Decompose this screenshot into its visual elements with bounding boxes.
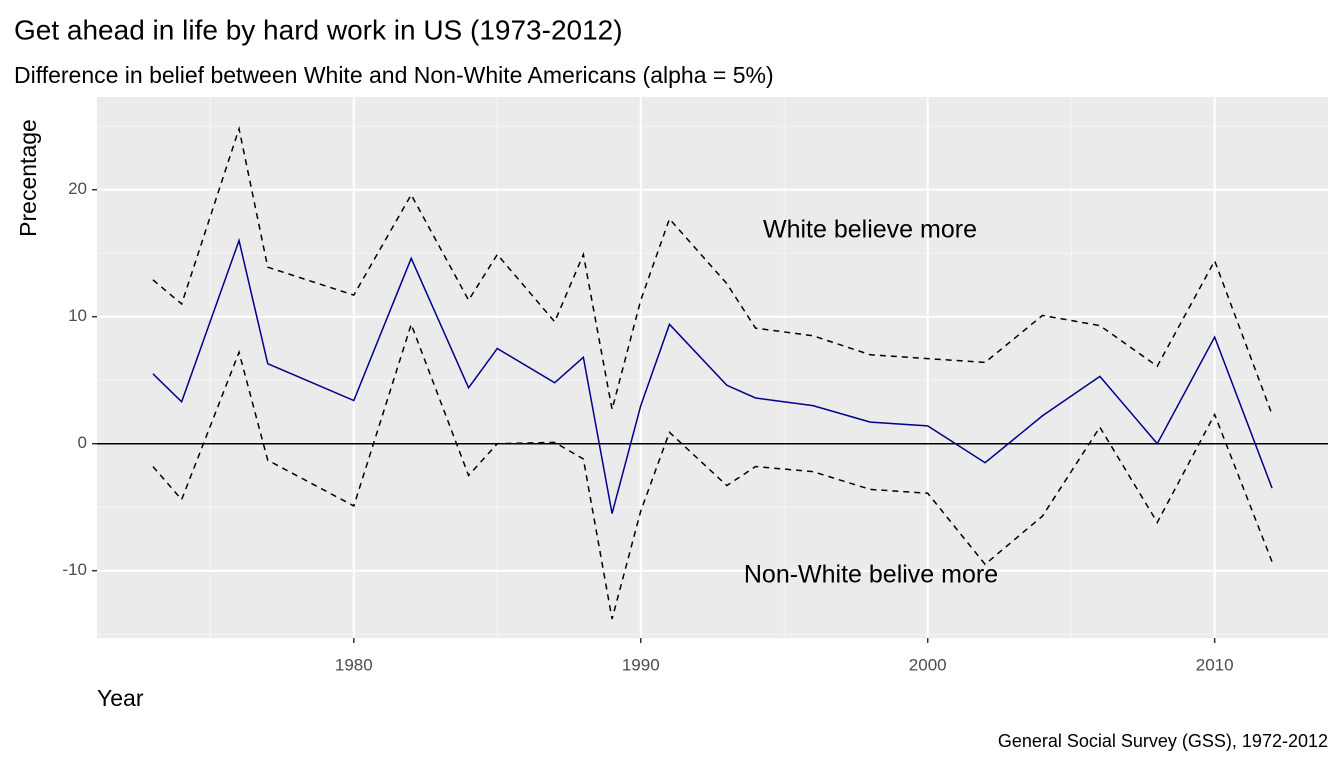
series-line (152, 322, 1273, 620)
x-tick-label: 2000 (909, 655, 947, 674)
caption: General Social Survey (GSS), 1972-2012 (998, 731, 1328, 751)
y-tick-label: 10 (68, 306, 87, 325)
annotation: Non-White belive more (744, 561, 998, 589)
chart-title: Get ahead in life by hard work in US (19… (14, 14, 623, 45)
chart-subtitle: Difference in belief between White and N… (14, 62, 774, 88)
x-tick-label: 1980 (335, 655, 373, 674)
series-line (152, 125, 1273, 415)
panel (97, 97, 1328, 638)
y-tick-label: 20 (68, 179, 87, 198)
annotation: White believe more (763, 216, 977, 244)
y-tick-label: 0 (78, 433, 87, 452)
y-tick-label: -10 (62, 560, 87, 579)
y-axis-label: Precentage (15, 119, 41, 237)
grid (97, 97, 1328, 638)
x-tick-label: 2010 (1196, 655, 1234, 674)
marks (97, 125, 1328, 620)
x-tick-label: 1990 (622, 655, 660, 674)
series-line (152, 237, 1273, 514)
x-axis-label: Year (97, 685, 144, 711)
